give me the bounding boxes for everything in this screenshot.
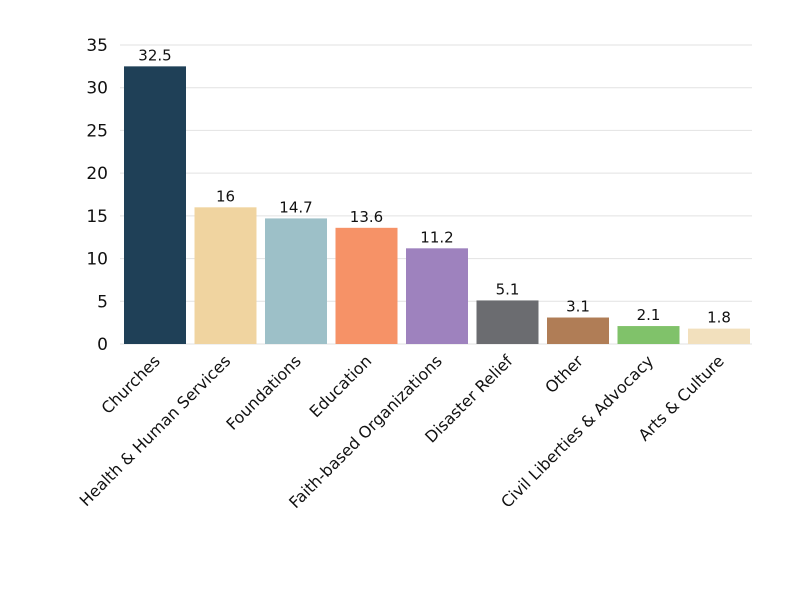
y-tick-label: 20 bbox=[86, 164, 108, 184]
data-label: 11.2 bbox=[420, 228, 453, 246]
x-tick-label: Education bbox=[306, 351, 376, 421]
bar bbox=[194, 207, 257, 344]
y-tick-label: 5 bbox=[97, 292, 108, 312]
bar bbox=[617, 326, 680, 344]
bar bbox=[265, 218, 327, 344]
bar bbox=[124, 66, 186, 344]
y-tick-label: 30 bbox=[86, 79, 108, 99]
y-tick-label: 25 bbox=[86, 121, 108, 141]
bar bbox=[335, 227, 398, 344]
x-tick-label: Foundations bbox=[222, 351, 304, 433]
data-label: 14.7 bbox=[279, 198, 312, 216]
y-tick-label: 15 bbox=[86, 207, 108, 227]
y-tick-label: 35 bbox=[86, 36, 108, 56]
y-tick-label: 0 bbox=[97, 335, 108, 355]
y-tick-label: 10 bbox=[86, 250, 108, 270]
x-tick-label: Health & Human Services bbox=[76, 351, 235, 510]
y-axis-ticks: 0 5 10 15 20 25 30 35 bbox=[86, 36, 108, 355]
data-label: 1.8 bbox=[707, 309, 731, 327]
data-label: 16 bbox=[216, 187, 235, 205]
bar bbox=[406, 248, 468, 344]
x-tick-label: Other bbox=[541, 351, 587, 397]
data-label: 5.1 bbox=[496, 280, 520, 298]
data-labels: 32.5 16 14.7 13.6 11.2 5.1 3.1 2.1 1.8 bbox=[138, 46, 731, 326]
x-tick-label: Churches bbox=[98, 351, 164, 417]
bar bbox=[688, 328, 750, 344]
data-label: 13.6 bbox=[350, 208, 383, 226]
bar bbox=[547, 317, 609, 344]
data-label: 3.1 bbox=[566, 298, 590, 316]
bars bbox=[124, 66, 750, 344]
data-label: 32.5 bbox=[138, 46, 171, 64]
bar bbox=[476, 300, 539, 344]
data-label: 2.1 bbox=[637, 306, 661, 324]
